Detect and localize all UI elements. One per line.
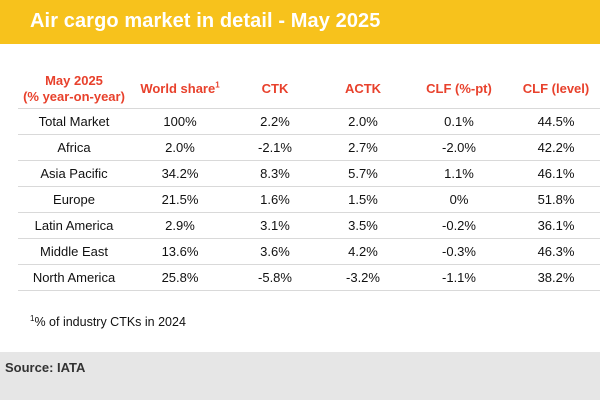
cell-ctk: -2.1% bbox=[230, 134, 320, 161]
page-title: Air cargo market in detail - May 2025 bbox=[30, 10, 381, 32]
cell-actk: 2.7% bbox=[320, 134, 406, 161]
cell-ctk: 3.6% bbox=[230, 238, 320, 265]
cell-actk: 2.0% bbox=[320, 108, 406, 135]
cell-region: Total Market bbox=[18, 108, 130, 135]
cell-region: Middle East bbox=[18, 238, 130, 265]
cell-actk: 4.2% bbox=[320, 238, 406, 265]
header-region-line2: (% year-on-year) bbox=[23, 89, 125, 104]
cell-clf-pt: -1.1% bbox=[406, 264, 512, 291]
table-header-row: May 2025 (% year-on-year) World share1 C… bbox=[18, 70, 600, 109]
cell-world-share: 2.9% bbox=[130, 212, 230, 239]
cell-world-share: 34.2% bbox=[130, 160, 230, 187]
cell-region: Africa bbox=[18, 134, 130, 161]
table-row: Total Market 100% 2.2% 2.0% 0.1% 44.5% bbox=[18, 108, 600, 135]
table-row: Asia Pacific 34.2% 8.3% 5.7% 1.1% 46.1% bbox=[18, 160, 600, 187]
cell-region: Latin America bbox=[18, 212, 130, 239]
footnote: 1% of industry CTKs in 2024 bbox=[30, 314, 186, 329]
cell-clf-pt: 1.1% bbox=[406, 160, 512, 187]
header-region-line1: May 2025 bbox=[45, 73, 103, 88]
cell-region: North America bbox=[18, 264, 130, 291]
cell-actk: 1.5% bbox=[320, 186, 406, 213]
cell-world-share: 2.0% bbox=[130, 134, 230, 161]
footnote-marker: 1 bbox=[30, 314, 35, 323]
market-table: May 2025 (% year-on-year) World share1 C… bbox=[18, 70, 600, 291]
header-clf-pt: CLF (%-pt) bbox=[426, 81, 492, 96]
cell-clf-level: 38.2% bbox=[512, 264, 600, 291]
cell-region: Asia Pacific bbox=[18, 160, 130, 187]
cell-actk: -3.2% bbox=[320, 264, 406, 291]
source-bar: Source: IATA bbox=[0, 352, 600, 400]
cell-clf-level: 51.8% bbox=[512, 186, 600, 213]
cell-clf-level: 42.2% bbox=[512, 134, 600, 161]
cell-actk: 5.7% bbox=[320, 160, 406, 187]
cell-ctk: -5.8% bbox=[230, 264, 320, 291]
cell-world-share: 25.8% bbox=[130, 264, 230, 291]
cell-clf-pt: -0.3% bbox=[406, 238, 512, 265]
header-actk: ACTK bbox=[344, 81, 382, 96]
cell-clf-pt: -0.2% bbox=[406, 212, 512, 239]
cell-clf-level: 46.1% bbox=[512, 160, 600, 187]
header-region: May 2025 (% year-on-year) bbox=[18, 70, 130, 109]
header-world-share-sup: 1 bbox=[215, 80, 220, 90]
cell-actk: 3.5% bbox=[320, 212, 406, 239]
cell-ctk: 1.6% bbox=[230, 186, 320, 213]
cell-world-share: 13.6% bbox=[130, 238, 230, 265]
cell-clf-pt: -2.0% bbox=[406, 134, 512, 161]
cell-world-share: 21.5% bbox=[130, 186, 230, 213]
header-world-share: World share1 bbox=[130, 70, 230, 109]
cell-clf-pt: 0% bbox=[406, 186, 512, 213]
cell-world-share: 100% bbox=[130, 108, 230, 135]
cell-ctk: 8.3% bbox=[230, 160, 320, 187]
cell-clf-pt: 0.1% bbox=[406, 108, 512, 135]
table-row: Europe 21.5% 1.6% 1.5% 0% 51.8% bbox=[18, 186, 600, 213]
header-ctk: CTK bbox=[261, 81, 289, 96]
table-row: Middle East 13.6% 3.6% 4.2% -0.3% 46.3% bbox=[18, 238, 600, 265]
market-table-container: May 2025 (% year-on-year) World share1 C… bbox=[18, 70, 600, 291]
footnote-text: % of industry CTKs in 2024 bbox=[34, 315, 186, 330]
cell-region: Europe bbox=[18, 186, 130, 213]
cell-clf-level: 44.5% bbox=[512, 108, 600, 135]
table-row: Latin America 2.9% 3.1% 3.5% -0.2% 36.1% bbox=[18, 212, 600, 239]
table-row: North America 25.8% -5.8% -3.2% -1.1% 38… bbox=[18, 264, 600, 291]
cell-clf-level: 36.1% bbox=[512, 212, 600, 239]
table-row: Africa 2.0% -2.1% 2.7% -2.0% 42.2% bbox=[18, 134, 600, 161]
header-world-share-label: World share bbox=[140, 81, 216, 96]
cell-ctk: 2.2% bbox=[230, 108, 320, 135]
source-label: Source: IATA bbox=[5, 360, 86, 375]
cell-clf-level: 46.3% bbox=[512, 238, 600, 265]
cell-ctk: 3.1% bbox=[230, 212, 320, 239]
header-clf-level: CLF (level) bbox=[522, 81, 590, 96]
title-banner: Air cargo market in detail - May 2025 bbox=[0, 0, 600, 44]
